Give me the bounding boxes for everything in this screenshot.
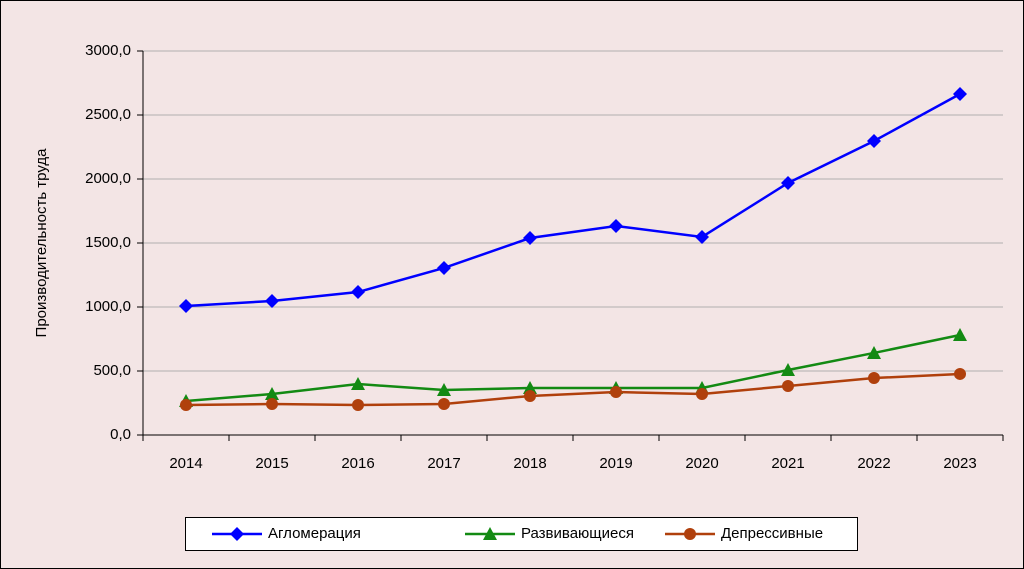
marker [179, 298, 193, 313]
y-tick-label: 1500,0 [85, 234, 131, 251]
marker [352, 399, 364, 412]
x-tick-label: 2016 [341, 455, 374, 472]
marker [266, 398, 278, 411]
x-tick-label: 2018 [513, 455, 546, 472]
marker [695, 229, 709, 244]
y-tick-label: 1000,0 [85, 298, 131, 315]
series-line [185, 333, 961, 403]
marker [437, 382, 451, 396]
series-line [185, 92, 961, 308]
marker [351, 377, 365, 391]
marker [180, 399, 192, 412]
marker [867, 345, 881, 359]
marker [696, 388, 708, 401]
x-tick-label: 2014 [169, 455, 202, 472]
y-tick-label: 2000,0 [85, 170, 131, 187]
marker [437, 260, 451, 275]
x-tick-label: 2019 [599, 455, 632, 472]
marker [523, 231, 537, 246]
marker [781, 175, 795, 190]
x-tick-label: 2020 [685, 455, 718, 472]
marker [351, 285, 365, 300]
y-tick-label: 3000,0 [85, 42, 131, 59]
legend-label: Агломерация [268, 525, 361, 542]
marker [782, 379, 794, 392]
x-tick-label: 2021 [771, 455, 804, 472]
y-tick-label: 500,0 [93, 362, 131, 379]
marker [953, 328, 967, 342]
legend-label: Депрессивные [721, 525, 823, 542]
marker [438, 398, 450, 411]
marker [265, 387, 279, 401]
marker [524, 389, 536, 402]
marker [953, 87, 967, 102]
legend-box [185, 517, 858, 551]
marker [609, 218, 623, 233]
y-tick-label: 0,0 [110, 426, 131, 443]
marker [483, 527, 497, 540]
marker [867, 133, 881, 148]
x-tick-label: 2022 [857, 455, 890, 472]
y-tick-label: 2500,0 [85, 106, 131, 123]
marker [230, 527, 244, 541]
x-tick-label: 2017 [427, 455, 460, 472]
marker [523, 381, 537, 395]
marker [954, 367, 966, 380]
marker [781, 362, 795, 376]
series-line [185, 372, 961, 407]
x-tick-label: 2023 [943, 455, 976, 472]
marker [868, 372, 880, 385]
legend-label: Развивающиеся [521, 525, 634, 542]
marker [684, 528, 696, 540]
y-axis-label: Производительность труда [33, 148, 50, 338]
marker [265, 293, 279, 308]
x-tick-label: 2015 [255, 455, 288, 472]
marker [610, 385, 622, 398]
